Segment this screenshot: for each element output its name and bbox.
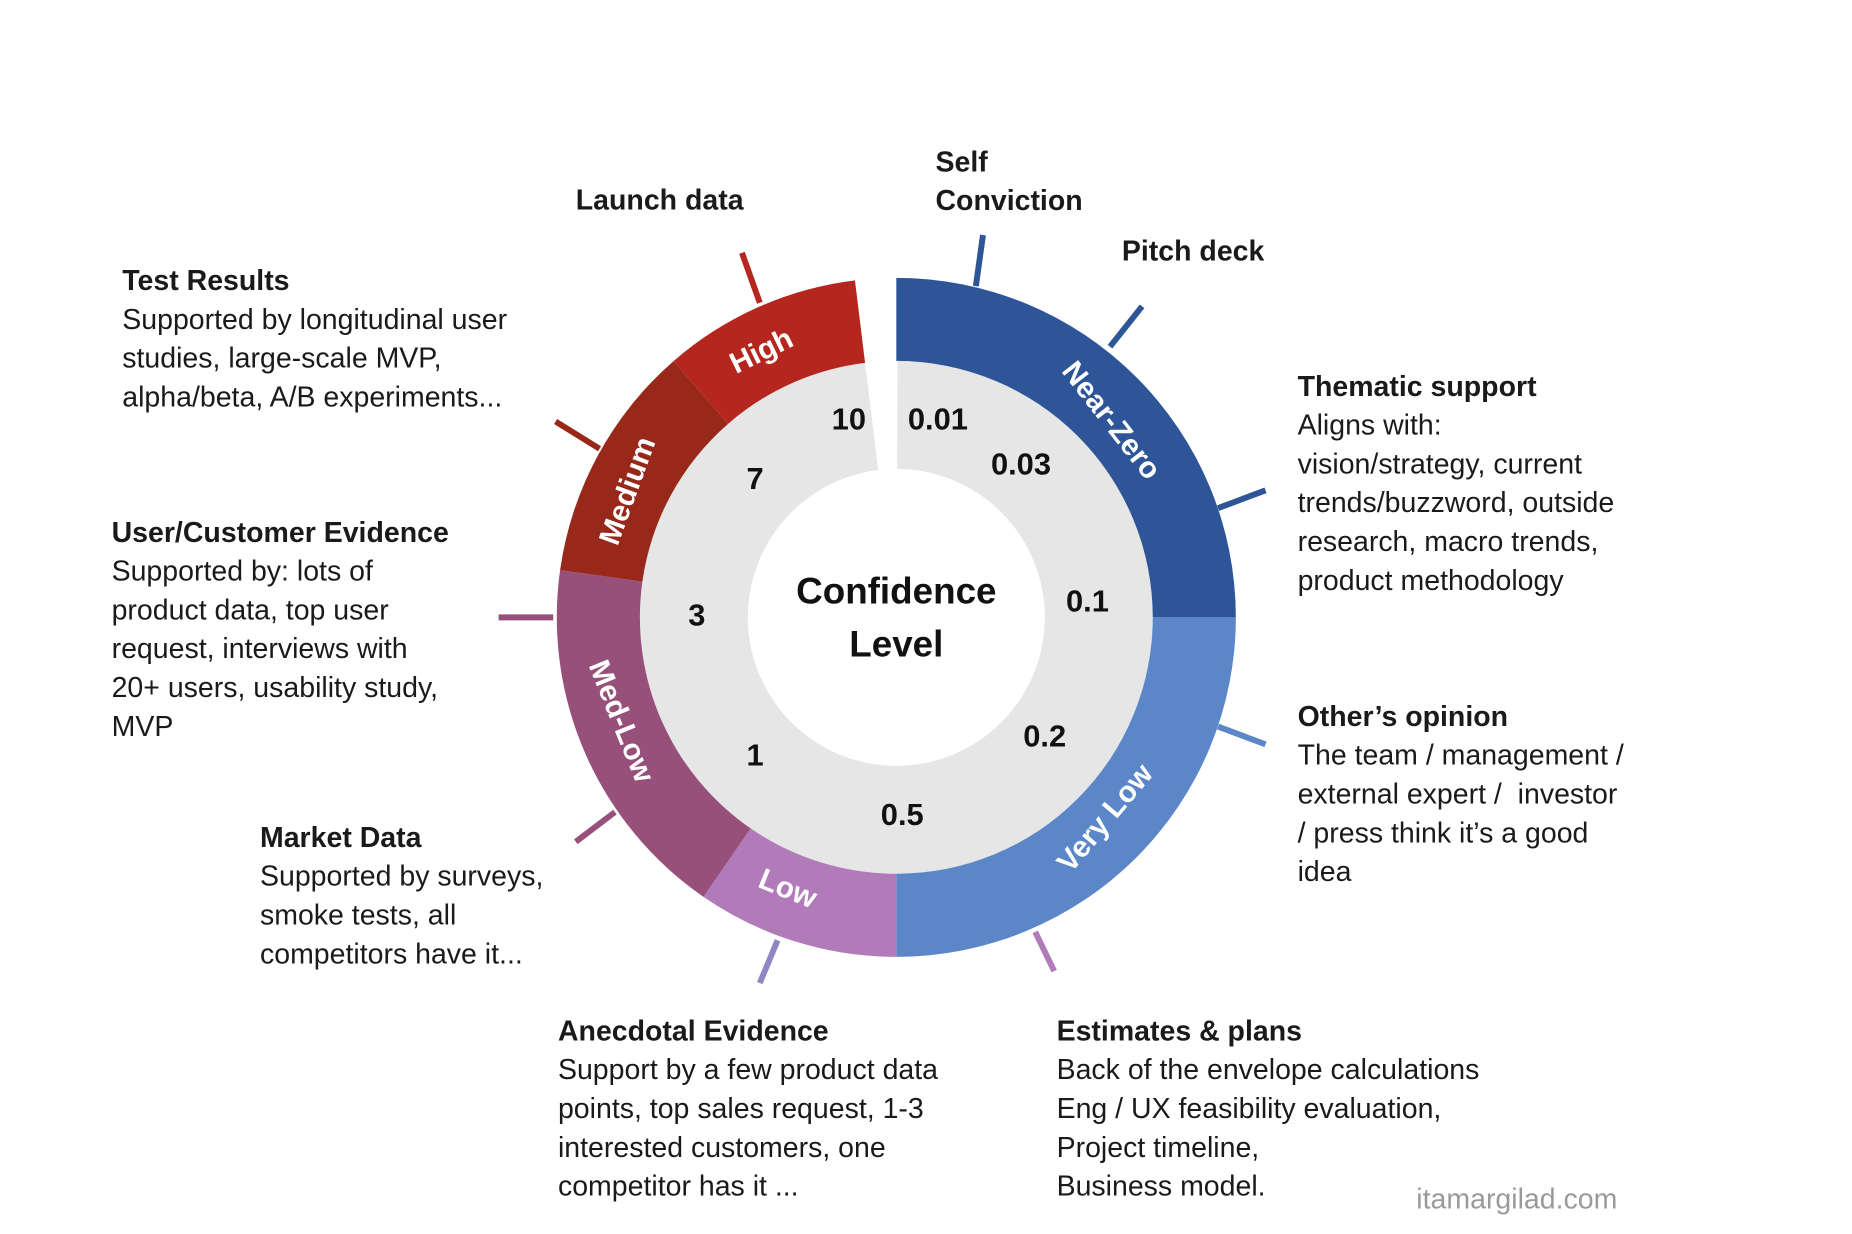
score: 0.03 xyxy=(991,447,1051,482)
evidence-description: competitors have it... xyxy=(260,938,523,970)
evidence-description: Business model. xyxy=(1057,1171,1266,1203)
score: 10 xyxy=(832,402,866,437)
evidence-description: smoke tests, all xyxy=(260,900,456,932)
evidence-description: The team / management / xyxy=(1298,740,1624,772)
score: 3 xyxy=(688,598,705,633)
credit: itamargilad.com xyxy=(1416,1184,1617,1216)
evidence-title: Other’s opinion xyxy=(1298,701,1508,733)
evidence-title: Estimates & plans xyxy=(1057,1015,1302,1047)
evidence-description: Supported by longitudinal user xyxy=(122,304,507,336)
segment xyxy=(703,828,897,957)
evidence-title: User/Customer Evidence xyxy=(112,517,449,549)
inner-band xyxy=(639,360,1153,874)
evidence-title: Launch data xyxy=(576,184,745,216)
score: 0.5 xyxy=(881,797,924,832)
evidence-title: Conviction xyxy=(935,185,1082,217)
evidence-description: Supported by: lots of xyxy=(112,556,373,588)
evidence-description: Supported by surveys, xyxy=(260,861,543,893)
evidence-description: idea xyxy=(1298,856,1352,888)
ring xyxy=(498,234,1267,985)
tick xyxy=(1107,304,1145,349)
evidence-description: competitor has it ... xyxy=(558,1171,799,1203)
score: 7 xyxy=(746,461,763,496)
evidence-title: Pitch deck xyxy=(1122,235,1265,267)
evidence-description: Project timeline, xyxy=(1057,1132,1260,1164)
evidence-title: Thematic support xyxy=(1298,371,1537,403)
evidence-description: MVP xyxy=(112,711,174,743)
evidence-description: / press think it’s a good xyxy=(1298,817,1589,849)
evidence-description: Aligns with: xyxy=(1298,410,1442,442)
evidence-description: product data, top user xyxy=(112,594,390,626)
segment xyxy=(560,361,729,582)
evidence-description: product methodology xyxy=(1298,565,1565,597)
segment xyxy=(556,570,751,897)
score: 0.1 xyxy=(1066,583,1109,618)
tick xyxy=(757,939,781,985)
center-title: Confidence xyxy=(796,570,996,611)
evidence-description: 20+ users, usability study, xyxy=(112,672,438,704)
score: 0.01 xyxy=(908,402,968,437)
score: 0.2 xyxy=(1023,719,1066,754)
evidence-description: points, top sales request, 1-3 xyxy=(558,1093,924,1125)
evidence-description: request, interviews with xyxy=(112,633,408,665)
tick xyxy=(972,234,986,287)
tick xyxy=(1217,487,1267,511)
tick xyxy=(1217,723,1267,748)
segment xyxy=(673,280,866,424)
evidence-description: Eng / UX feasibility evaluation, xyxy=(1057,1093,1442,1125)
tick xyxy=(554,418,602,452)
evidence-description: external expert / investor xyxy=(1298,778,1618,810)
evidence-description: trends/buzzword, outside xyxy=(1298,487,1615,519)
evidence-description: research, macro trends, xyxy=(1298,526,1599,558)
evidence-description: interested customers, one xyxy=(558,1132,886,1164)
segment xyxy=(896,277,1236,618)
evidence-description: alpha/beta, A/B experiments... xyxy=(122,382,502,414)
tick xyxy=(573,809,617,845)
center-disk xyxy=(747,468,1045,766)
evidence-title: Market Data xyxy=(260,822,423,854)
evidence-description: studies, large-scale MVP, xyxy=(122,343,441,375)
evidence-description: Back of the envelope calculations xyxy=(1057,1054,1480,1086)
tick xyxy=(1032,930,1057,973)
center-title: Level xyxy=(849,624,943,665)
evidence-title: Anecdotal Evidence xyxy=(558,1015,829,1047)
evidence-description: vision/strategy, current xyxy=(1298,448,1583,480)
segment xyxy=(896,617,1236,957)
evidence-description: Support by a few product data xyxy=(558,1054,938,1086)
evidence-title: Self xyxy=(935,146,988,178)
score: 1 xyxy=(746,738,763,773)
tick xyxy=(739,251,763,304)
evidence-title: Test Results xyxy=(122,265,289,297)
